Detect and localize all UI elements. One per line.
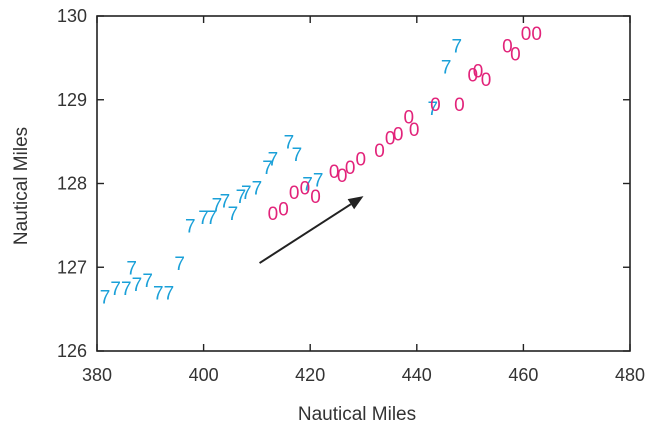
- marker-7: 7: [262, 158, 273, 179]
- marker-7: 7: [153, 283, 164, 304]
- marker-7: 7: [241, 183, 252, 204]
- y-axis-tick-labels: 126 127 128 129 130: [57, 6, 87, 361]
- marker-7: 7: [451, 36, 462, 57]
- marker-7: 7: [212, 195, 223, 216]
- y-tick-label: 130: [57, 6, 87, 26]
- marker-7: 7: [110, 279, 121, 300]
- marker-0: 0: [430, 95, 441, 116]
- marker-7: 7: [228, 204, 239, 225]
- marker-0: 0: [521, 24, 532, 45]
- x-axis-title: Nautical Miles: [298, 404, 416, 425]
- marker-0: 0: [473, 61, 484, 82]
- y-tick-label: 126: [57, 341, 87, 361]
- marker-0: 0: [385, 128, 396, 149]
- trend-arrow-head: [347, 196, 364, 210]
- marker-7: 7: [220, 191, 231, 212]
- annotations: [259, 196, 364, 264]
- marker-7: 7: [126, 258, 137, 279]
- marker-0: 0: [374, 141, 385, 162]
- marker-7: 7: [206, 208, 217, 229]
- plot-frame: [96, 15, 631, 352]
- marker-0: 0: [467, 66, 478, 87]
- marker-0: 0: [409, 120, 420, 141]
- marker-0: 0: [329, 162, 340, 183]
- marker-7: 7: [302, 175, 313, 196]
- x-axis-ticks: [96, 16, 631, 351]
- y-tick-label: 127: [57, 257, 87, 277]
- marker-7: 7: [198, 208, 209, 229]
- marker-0: 0: [393, 124, 404, 145]
- x-tick-label: 400: [189, 365, 219, 385]
- marker-7: 7: [174, 254, 185, 275]
- marker-7: 7: [185, 216, 196, 237]
- marker-0: 0: [278, 200, 289, 221]
- marker-0: 0: [531, 24, 542, 45]
- marker-7: 7: [284, 133, 295, 154]
- marker-0: 0: [404, 108, 415, 129]
- x-axis-tick-labels: 380 400 420 440 460 480: [82, 365, 645, 385]
- marker-7: 7: [428, 99, 439, 120]
- marker-7: 7: [132, 275, 143, 296]
- marker-7: 7: [252, 179, 263, 200]
- marker-0: 0: [268, 204, 279, 225]
- marker-0: 0: [337, 166, 348, 187]
- marker-7: 7: [100, 288, 111, 309]
- trend-arrow-shaft: [259, 203, 352, 264]
- marker-0: 0: [289, 183, 300, 204]
- y-tick-label: 129: [57, 90, 87, 110]
- marker-7: 7: [313, 170, 324, 191]
- y-axis-ticks: [97, 15, 630, 352]
- marker-0: 0: [502, 36, 513, 57]
- marker-0: 0: [510, 45, 521, 66]
- x-tick-label: 380: [82, 365, 112, 385]
- x-tick-label: 460: [508, 365, 538, 385]
- marker-7: 7: [236, 187, 247, 208]
- x-tick-label: 440: [402, 365, 432, 385]
- marker-0: 0: [310, 187, 321, 208]
- y-tick-label: 128: [57, 174, 87, 194]
- marker-0: 0: [356, 149, 367, 170]
- marker-7: 7: [164, 283, 175, 304]
- marker-7: 7: [292, 145, 303, 166]
- marker-0: 0: [481, 70, 492, 91]
- marker-7: 7: [268, 149, 279, 170]
- marker-0: 0: [454, 95, 465, 116]
- x-tick-label: 420: [295, 365, 325, 385]
- x-tick-label: 480: [615, 365, 645, 385]
- marker-7: 7: [441, 57, 452, 78]
- marker-0: 0: [300, 179, 311, 200]
- y-axis-title: Nautical Miles: [11, 127, 32, 245]
- marker-7: 7: [142, 271, 153, 292]
- marker-7: 7: [121, 279, 132, 300]
- marker-0: 0: [345, 158, 356, 179]
